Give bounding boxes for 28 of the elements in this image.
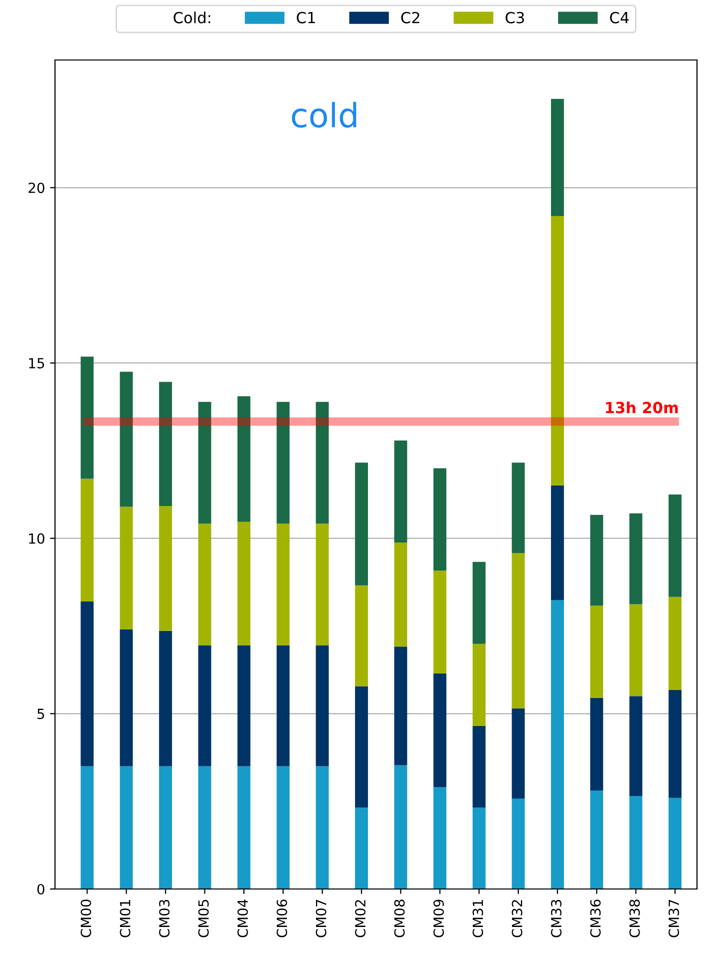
x-tick-label: CM00 (80, 900, 92, 938)
y-tick-label: 10 (29, 533, 44, 544)
legend-label: C1 (296, 12, 315, 24)
x-tick-label: CM32 (512, 900, 522, 938)
ref-line-label: 13h 20m (606, 402, 678, 414)
legend-label: C2 (401, 12, 420, 24)
x-tick-label: CM08 (394, 900, 405, 938)
text: cold (292, 102, 356, 128)
x-tick-label: CM37 (668, 900, 680, 938)
x-tick-label: CM38 (629, 900, 640, 938)
x-tick-label: CM06 (276, 900, 288, 938)
legend-label: C4 (610, 12, 629, 24)
x-tick-label: CM05 (198, 900, 209, 938)
y-tick-label: 0 (37, 884, 44, 894)
legend-label: C3 (506, 12, 524, 24)
legend-title: Cold: (174, 12, 210, 24)
y-tick-label: 15 (29, 358, 44, 368)
y-tick-label: 5 (38, 708, 44, 720)
x-tick-label: CM33 (550, 900, 562, 938)
x-tick-label: CM03 (159, 900, 170, 938)
x-tick-label: CM36 (590, 900, 601, 938)
x-tick-label: CM07 (316, 900, 326, 938)
x-tick-label: CM02 (355, 900, 366, 938)
x-tick-label: CM09 (433, 900, 444, 938)
y-tick-label: 20 (28, 182, 44, 194)
x-tick-label: CM01 (120, 900, 130, 938)
x-tick-label: CM31 (472, 900, 484, 938)
x-tick-label: CM04 (237, 900, 248, 938)
